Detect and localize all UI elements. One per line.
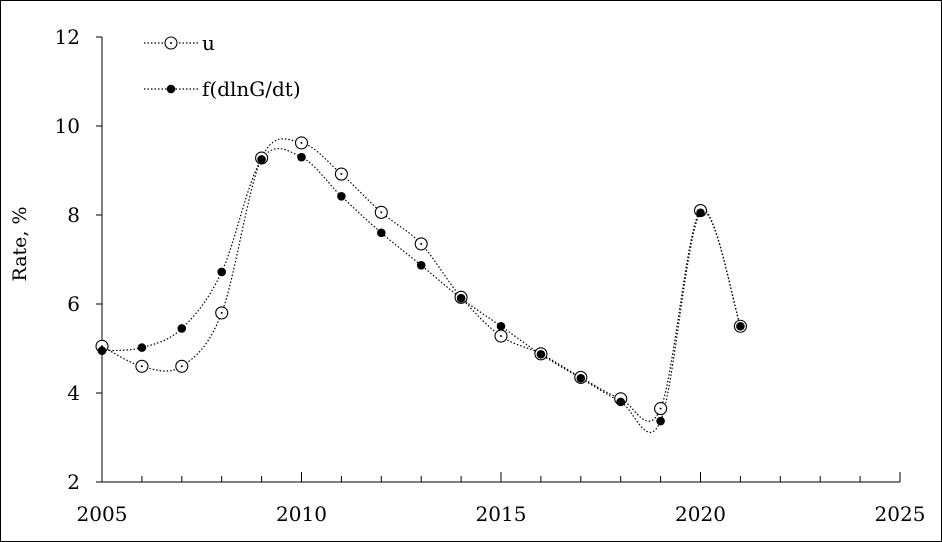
data-point-series-0-center-dot [220,311,223,314]
data-point-series-1 [217,267,226,277]
data-point-series-1 [696,208,705,218]
data-point-series-1 [616,397,625,407]
data-point-series-0-center-dot [300,141,303,144]
x-tick-label: 2025 [875,502,926,526]
data-point-series-0-center-dot [420,242,423,245]
data-point-series-1 [377,228,386,238]
data-point-series-1 [576,374,586,383]
series-line-0 [101,138,741,422]
series-line-1 [101,148,741,433]
data-point-series-0-center-dot [180,365,183,368]
legend-marker-0-center-dot [170,42,172,44]
data-point-series-1 [97,346,107,356]
legend-label-0: u [202,31,215,55]
y-tick-label: 4 [67,381,80,405]
legend-label-1: f(dlnG/dt) [202,77,301,101]
y-axis-title: Rate, % [9,206,31,281]
data-point-series-0-center-dot [380,211,383,214]
data-point-series-1 [137,343,147,352]
y-tick-label: 10 [55,114,80,138]
axes: 2 4 6 8 10 12 2005 2010 2015 2020 2025 [55,25,926,526]
x-tick-label: 2005 [77,502,128,526]
data-point-series-1 [177,324,187,333]
data-point-series-1 [297,152,306,162]
data-point-series-1 [496,321,506,331]
x-tick-label: 2010 [276,502,327,526]
data-point-series-1 [337,192,346,201]
data-point-series-1 [736,321,745,331]
series-markers [95,136,747,426]
y-tick-label: 12 [55,25,80,49]
legend: u f(dlnG/dt) [144,31,301,101]
y-tick-label: 2 [67,470,80,494]
data-point-series-0-center-dot [659,407,662,410]
series-lines [101,138,741,433]
data-point-series-0-center-dot [140,365,143,368]
data-point-series-1 [257,155,266,164]
y-tick-label: 8 [67,203,80,227]
data-point-series-1 [456,293,466,303]
data-point-series-1 [536,349,546,359]
data-point-series-1 [416,260,426,270]
data-point-series-1 [656,416,665,426]
y-tick-label: 6 [67,292,80,316]
data-point-series-0-center-dot [500,335,502,338]
x-tick-label: 2015 [476,502,527,526]
legend-marker-1 [166,84,176,94]
data-point-series-0-center-dot [340,173,343,176]
x-tick-label: 2020 [675,502,726,526]
